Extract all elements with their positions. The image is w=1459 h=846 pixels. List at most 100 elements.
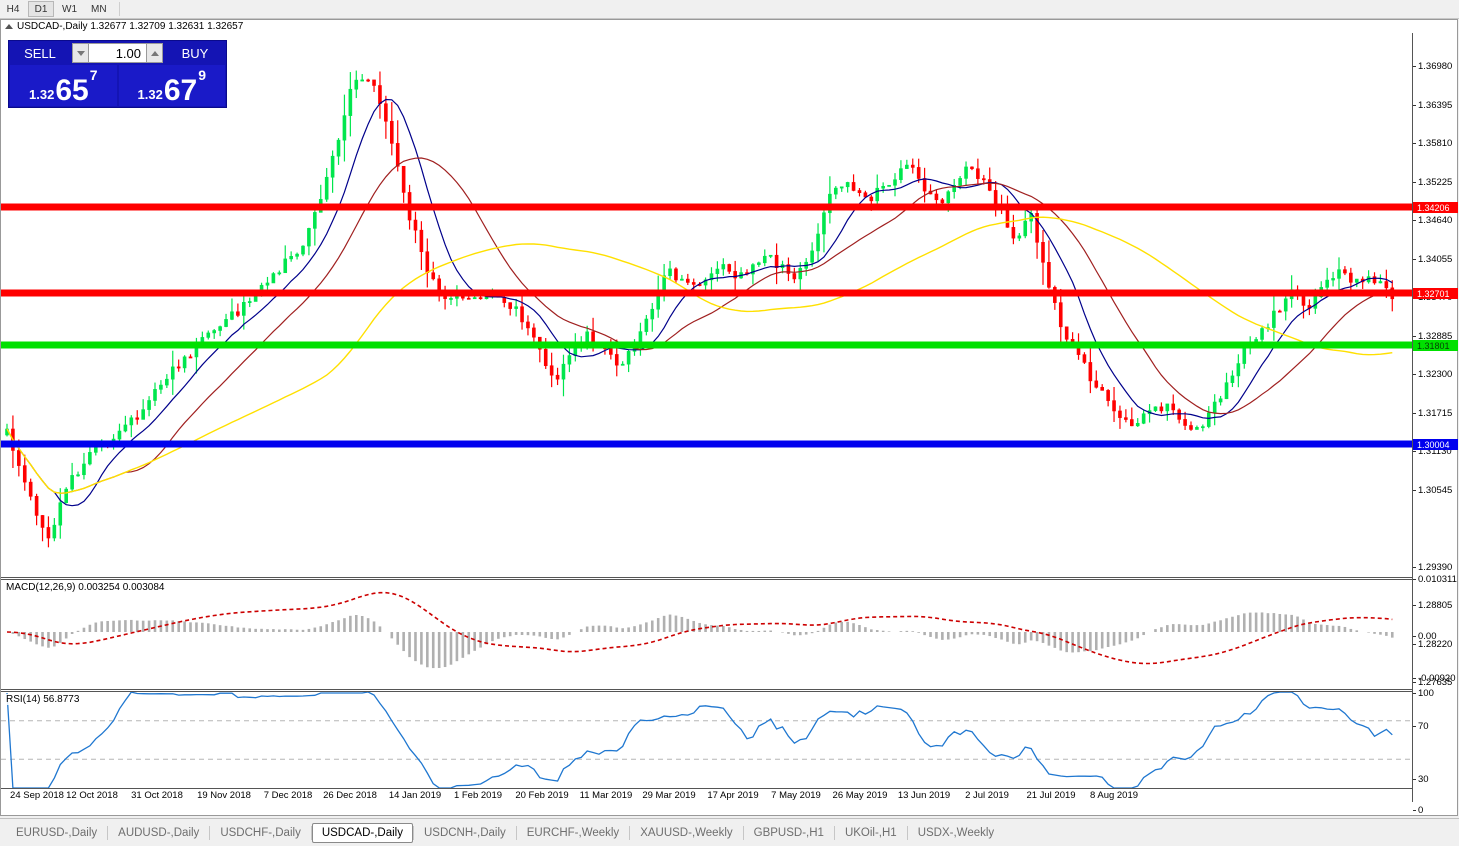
price-level-tag-pivot[interactable]: 1.30004 (1413, 439, 1458, 450)
candle-body (1005, 209, 1010, 228)
bid-price-prefix: 1.32 (29, 87, 55, 102)
candle-body (561, 363, 566, 380)
candle-body (1313, 296, 1318, 309)
buy-button[interactable]: BUY (164, 41, 226, 65)
tab-divider (742, 825, 744, 840)
timeframe-mn[interactable]: MN (91, 3, 107, 15)
rsi-pane[interactable]: RSI(14) 56.8773 24 Sep 2018 12 Oct 2018 31… (1, 691, 1414, 802)
price-level-tag-support[interactable]: 1.31801 (1413, 340, 1458, 351)
symbol-tab-usdcnh-daily[interactable]: USDCNH-,Daily (423, 826, 506, 839)
price-tick: 1.36980 (1413, 60, 1458, 72)
candle-body (1349, 272, 1353, 283)
symbol-tab-usdcad-daily[interactable]: USDCAD-,Daily (311, 822, 413, 843)
symbol-tab-eurusd-daily[interactable]: EURUSD-,Daily (16, 826, 98, 839)
candle-body (1130, 419, 1134, 427)
symbol-tab-usdx-weekly[interactable]: USDX-,Weekly (917, 826, 995, 839)
ma-yellow-slow (6, 216, 1393, 494)
symbol-tab-gbpusd-h1[interactable]: GBPUSD-,H1 (753, 826, 824, 839)
candle-body (964, 166, 968, 179)
price-pane[interactable] (1, 33, 1414, 578)
volume-decrement-button[interactable] (72, 43, 89, 63)
price-tick-label: 1.34055 (1418, 253, 1453, 265)
candle-body (721, 264, 726, 270)
tick-dash (1413, 643, 1416, 645)
price-tick: 1.28805 (1413, 599, 1458, 611)
timeframe-d1[interactable]: D1 (28, 1, 54, 17)
candle-body (543, 348, 548, 367)
candle-body (887, 184, 891, 187)
candle-body (22, 465, 27, 483)
candle-body (1206, 412, 1211, 427)
candle-body (1041, 242, 1045, 263)
symbol-tab-eurchf-weekly[interactable]: EURCHF-,Weekly (526, 826, 620, 839)
candle-body (1343, 269, 1347, 274)
macd-label: MACD(12,26,9) 0.003254 0.003084 (5, 582, 166, 593)
price-tick: 1.29390 (1413, 561, 1458, 573)
candlestick-series (5, 70, 1395, 548)
symbol-tab-audusd-daily[interactable]: AUDUSD-,Daily (118, 826, 200, 839)
macd-chart-svg (6, 591, 1394, 669)
sell-button[interactable]: SELL (9, 41, 71, 65)
tick-dash (1413, 219, 1416, 221)
price-tick: 1.31130 (1413, 445, 1458, 457)
chart-frame: USDCAD-,Daily 1.32677 1.32709 1.32631 1.… (0, 19, 1458, 816)
chevron-down-icon (76, 50, 85, 56)
candle-body (1236, 363, 1241, 377)
bid-price-box[interactable]: 1.32 65 7 (10, 65, 117, 106)
candle-body (514, 306, 518, 309)
candle-body (1195, 427, 1199, 430)
price-tick-label: 1.35810 (1418, 137, 1453, 149)
date-tick-label: 1 Feb 2019 (453, 790, 503, 801)
price-tick: 1.35225 (1413, 176, 1458, 188)
candle-body (395, 143, 400, 167)
candle-body (419, 229, 424, 253)
collapse-triangle-icon[interactable] (5, 24, 13, 29)
candle-body (709, 273, 714, 281)
symbol-tab-bar[interactable]: EURUSD-,Daily AUDUSD-,Daily USDCHF-,Daily U… (0, 818, 1459, 846)
tick-dash (1413, 677, 1416, 679)
candle-body (1331, 278, 1335, 281)
candle-body (934, 193, 939, 201)
price-tick: 1.30545 (1413, 484, 1458, 496)
price-tick-label: 1.30545 (1418, 484, 1453, 496)
tab-divider (209, 825, 211, 840)
date-tick-label: 26 Dec 2018 (323, 790, 377, 801)
volume-input[interactable]: 1.00 (89, 43, 146, 63)
price-scale[interactable]: 1.36980 1.36395 1.35810 1.35225 1.34640 1.340… (1412, 33, 1458, 816)
timeframe-w1[interactable]: W1 (62, 3, 77, 15)
candle-body (768, 254, 773, 257)
candle-body (905, 164, 909, 169)
chevron-up-icon (150, 50, 159, 56)
tab-divider (833, 825, 835, 840)
ask-price-box[interactable]: 1.32 67 9 (118, 65, 225, 106)
price-tick-label: 1.35225 (1418, 176, 1453, 188)
volume-increment-button[interactable] (146, 43, 163, 63)
tick-dash (1413, 566, 1416, 568)
symbol-tab-usdchf-daily[interactable]: USDCHF-,Daily (220, 826, 301, 839)
candle-body (833, 187, 838, 195)
tick-dash (1413, 681, 1416, 683)
candle-body (644, 318, 649, 332)
volume-stepper[interactable]: 1.00 (72, 43, 163, 63)
candle-body (401, 165, 406, 193)
candle-body (1177, 409, 1181, 420)
candle-body (1094, 380, 1099, 388)
candle-body (1278, 310, 1282, 313)
tab-divider (515, 825, 517, 840)
price-level-tag-resistance[interactable]: 1.32701 (1413, 288, 1458, 299)
candle-body (976, 168, 980, 179)
chart-title: USDCAD-,Daily 1.32677 1.32709 1.32631 1.… (17, 21, 244, 32)
symbol-tab-ukoil-h1[interactable]: UKOil-,H1 (844, 826, 897, 839)
timeframe-h4[interactable]: H4 (6, 3, 20, 15)
symbol-tab-xauusd-weekly[interactable]: XAUUSD-,Weekly (640, 826, 733, 839)
candle-body (987, 179, 992, 191)
macd-pane[interactable]: MACD(12,26,9) 0.003254 0.003084 (1, 579, 1414, 690)
toolbar-divider (118, 2, 120, 16)
candle-body (389, 120, 394, 144)
candle-body (952, 185, 957, 192)
tick-dash (1413, 489, 1416, 491)
price-tick-label: 1.29390 (1418, 561, 1453, 573)
one-click-trade-panel[interactable]: SELL 1.00 BUY 1.32 65 7 1.32 67 9 (8, 40, 227, 108)
price-level-tag-resistance[interactable]: 1.34206 (1413, 202, 1458, 213)
price-tick: 1.32300 (1413, 368, 1458, 380)
